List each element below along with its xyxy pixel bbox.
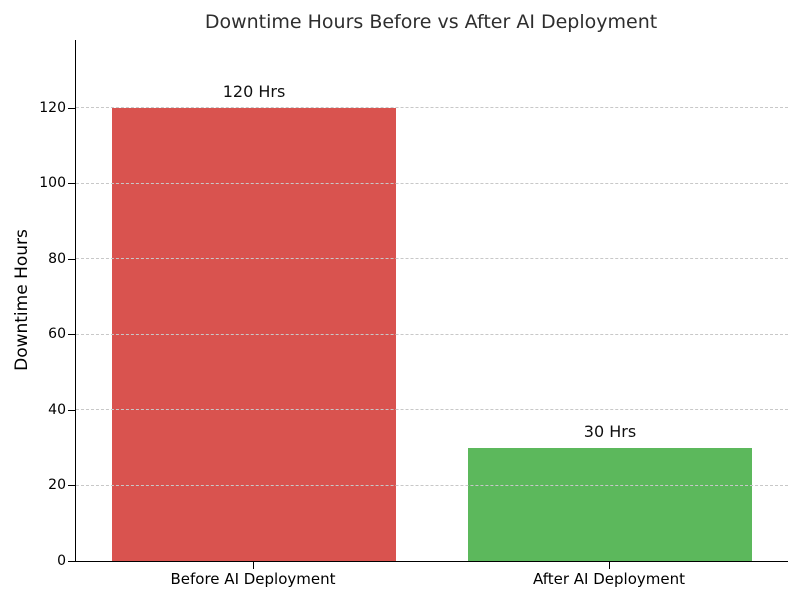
y-tick-mark <box>68 409 75 411</box>
x-tick-label: Before AI Deployment <box>170 570 336 588</box>
bar-value-label: 30 Hrs <box>583 421 637 441</box>
plot-area: 120 Hrs 30 Hrs <box>75 40 788 562</box>
y-tick-mark <box>68 561 75 562</box>
x-tick-mark <box>252 562 254 569</box>
x-tick-mark <box>608 562 610 569</box>
x-tick-label: After AI Deployment <box>533 570 685 588</box>
chart-title: Downtime Hours Before vs After AI Deploy… <box>204 11 658 33</box>
y-tick-mark <box>68 334 75 336</box>
y-gridline <box>76 107 788 109</box>
y-tick-label: 20 <box>48 477 66 494</box>
y-tick-label: 0 <box>57 553 66 569</box>
y-tick-label: 40 <box>48 401 66 418</box>
y-gridline <box>76 182 788 184</box>
y-tick-mark <box>68 485 75 487</box>
bar-after <box>467 447 753 561</box>
y-tick-mark <box>68 183 75 185</box>
y-gridline <box>76 409 788 411</box>
y-tick-mark <box>68 107 75 109</box>
y-tick-label: 100 <box>39 175 66 192</box>
y-tick-label: 80 <box>48 250 66 267</box>
y-gridline <box>76 258 788 260</box>
y-tick-mark <box>68 258 75 260</box>
y-gridline <box>76 333 788 335</box>
y-tick-label: 60 <box>48 326 66 343</box>
y-gridline <box>76 484 788 486</box>
bar-value-label: 120 Hrs <box>222 81 286 101</box>
y-tick-label: 120 <box>39 99 66 116</box>
